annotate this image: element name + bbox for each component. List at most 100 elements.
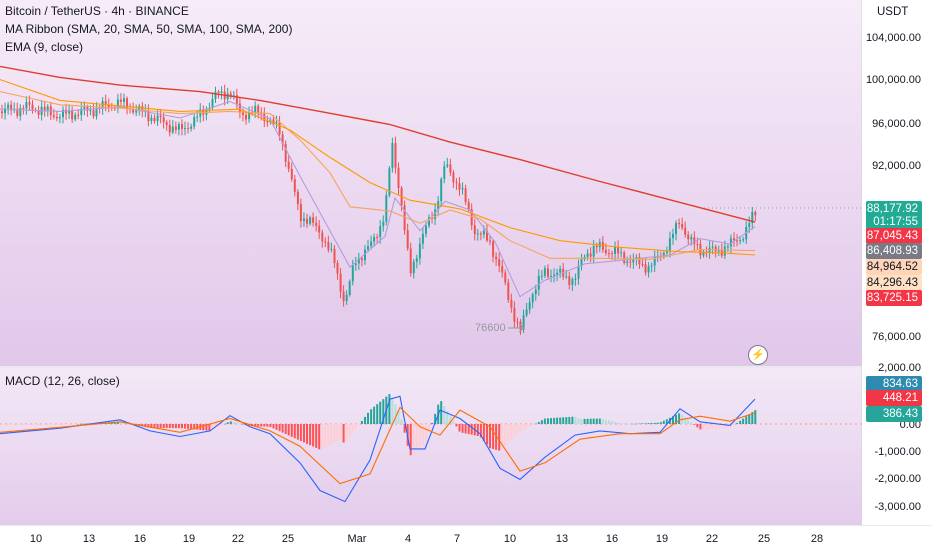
macd-histogram-bar [394, 404, 397, 424]
candle-body [80, 108, 83, 115]
macd-histogram-bar [428, 424, 430, 433]
macd-histogram-bar [235, 422, 238, 424]
candle-body [751, 212, 754, 224]
main-pane-background [0, 0, 862, 366]
macd-histogram-bar [510, 424, 513, 441]
candle-body [434, 209, 437, 219]
macd-histogram-bar [543, 418, 546, 424]
candle-body [373, 237, 376, 242]
macd-pane-background [0, 368, 862, 525]
macd-histogram-bar [711, 424, 714, 429]
macd-histogram-bar [315, 424, 318, 448]
macd-histogram-bar [495, 424, 498, 450]
price-tick-label: 76,000.00 [872, 331, 921, 343]
macd-histogram-bar [7, 424, 10, 426]
candle-body [580, 259, 583, 267]
currency-label[interactable]: USDT [877, 6, 909, 18]
candle-body [235, 95, 238, 104]
candle-body [736, 240, 738, 242]
macd-histogram-bar [699, 424, 702, 430]
macd-histogram-bar [281, 424, 284, 433]
candle-body [31, 104, 34, 110]
candle-body [678, 222, 681, 225]
candle-body [537, 275, 540, 290]
candle-body [123, 98, 125, 102]
indicator-ma-ribbon[interactable]: MA Ribbon (SMA, 20, SMA, 50, SMA, 100, S… [5, 22, 293, 36]
macd-tick-label: -3,000.00 [875, 501, 921, 513]
macd-badge-signal: 448.21 [866, 390, 922, 406]
macd-histogram-bar [458, 424, 461, 432]
candle-body [376, 237, 379, 238]
candle-body [574, 278, 577, 280]
price-badge-sma20: 83,725.15 [866, 290, 922, 306]
macd-histogram-bar [562, 417, 565, 424]
moving-averages [0, 65, 756, 298]
indicator-macd[interactable]: MACD (12, 26, close) [5, 374, 120, 388]
macd-histogram-bar [110, 422, 113, 424]
symbol-title[interactable]: Bitcoin / TetherUS · 4h · BINANCE [5, 4, 189, 18]
macd-histogram-bar [303, 424, 305, 443]
macd-histogram-bar [614, 421, 616, 424]
lightning-icon[interactable]: ⚡ [748, 345, 768, 365]
candle-body [65, 109, 67, 114]
candle-body [449, 164, 452, 173]
candle-body [421, 233, 424, 244]
candle-body [388, 168, 391, 196]
macd-histogram-bar [550, 418, 552, 424]
indicator-ema[interactable]: EMA (9, close) [5, 40, 84, 54]
macd-histogram-bar [272, 424, 275, 429]
macd-histogram-bar [25, 424, 28, 426]
macd-histogram-bar [479, 424, 482, 438]
macd-histogram-bar [745, 416, 748, 424]
candle-body [147, 110, 150, 122]
macd-histogram-bar [708, 424, 711, 430]
candle-body [266, 121, 269, 123]
candle-body [534, 289, 537, 295]
macd-histogram-bar [327, 424, 330, 446]
candle-body [272, 119, 275, 124]
macd-histogram-bar [586, 418, 589, 424]
candle-body [275, 122, 278, 124]
macd-histogram-bar [382, 399, 385, 424]
macd-histogram-bar [162, 424, 165, 428]
candle-body [28, 102, 31, 105]
macd-histogram-bar [644, 423, 647, 424]
macd-histogram-bar [205, 424, 208, 431]
candle-body [540, 275, 543, 277]
macd-histogram-bar [678, 413, 681, 424]
candle-body [171, 126, 174, 133]
candle-body [135, 110, 138, 113]
macd-histogram-bar [400, 419, 403, 424]
macd-histogram-bar [129, 424, 132, 425]
candle-body [668, 238, 671, 252]
macd-histogram-bar [412, 424, 415, 453]
macd-histogram-bar [34, 424, 37, 426]
macd-histogram-bar [354, 424, 357, 430]
signal-line [0, 406, 756, 485]
candle-body [116, 99, 119, 109]
candle-body [647, 266, 650, 273]
macd-histogram-bar [650, 423, 653, 424]
macd-histogram-bar [37, 424, 40, 425]
macd-histogram-bar [601, 419, 604, 424]
macd-histogram-bar [220, 424, 223, 426]
candle-body [379, 226, 382, 238]
time-tick-label: 19 [183, 533, 195, 545]
time-tick-label: Mar [348, 533, 367, 545]
candle-body [687, 234, 690, 240]
macd-histogram-bar [13, 424, 16, 426]
macd-histogram-bar [431, 422, 434, 424]
macd-histogram-bar [52, 424, 55, 425]
macd-histogram-bar [257, 424, 260, 427]
macd-histogram-bar [364, 416, 366, 424]
candle-body [522, 315, 525, 330]
candle-body [86, 106, 89, 111]
candle-body [425, 225, 427, 234]
candle-body [641, 264, 644, 266]
macd-histogram-bar [531, 424, 534, 426]
macd-histogram-bar [360, 421, 363, 424]
candle-body [74, 114, 77, 120]
macd-histogram-bar [714, 424, 717, 429]
macd-histogram-bar [193, 424, 196, 430]
